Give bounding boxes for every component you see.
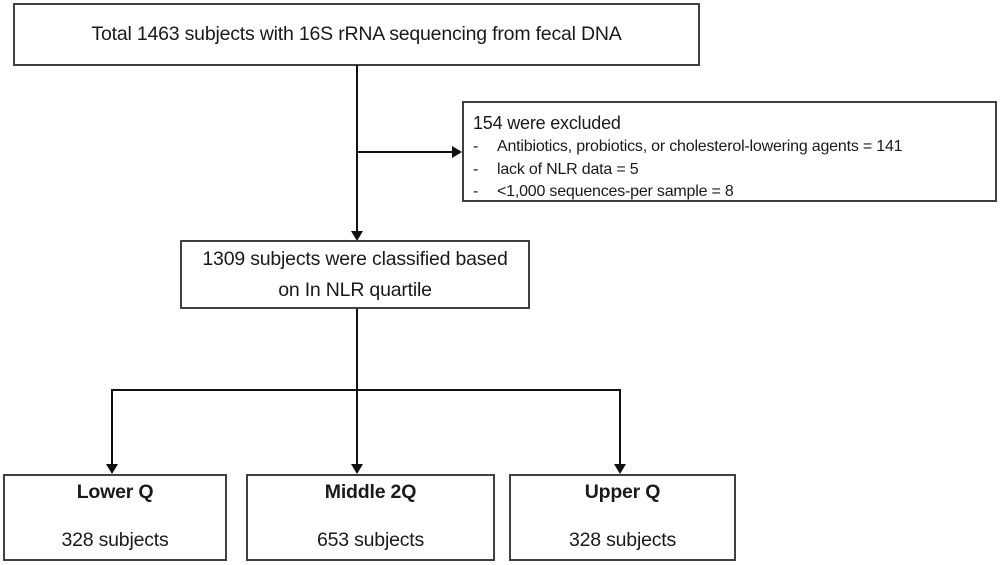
lower-q-count: 328 subjects [61, 529, 169, 551]
excluded-item-text: <1,000 sequences-per sample = 8 [497, 183, 734, 200]
connector-branch-to-lower [111, 389, 113, 464]
upper-q-count: 328 subjects [568, 529, 677, 551]
arrowhead-down-middle-q [351, 464, 363, 474]
excluded-item-bullet: - [473, 138, 479, 155]
total-subjects-box: Total 1463 subjects with 16S rRNA sequen… [13, 3, 700, 66]
excluded-item-text: lack of NLR data = 5 [497, 160, 639, 178]
excluded-item-bullet: - [473, 183, 479, 200]
connector-to-excluded [357, 151, 452, 153]
excluded-item-bullet: - [473, 160, 479, 178]
connector-top-to-classification [356, 65, 358, 231]
middle-2q-box: Middle 2Q 653 subjects [246, 474, 495, 561]
excluded-item: - Antibiotics, probiotics, or cholestero… [473, 136, 985, 159]
connector-classification-to-middle [356, 309, 358, 464]
middle-2q-label: Middle 2Q [324, 481, 417, 503]
classification-text-line2: on In NLR quartile [278, 278, 432, 301]
arrowhead-right-excluded [452, 146, 462, 158]
middle-2q-count: 653 subjects [316, 529, 425, 551]
total-subjects-text: Total 1463 subjects with 16S rRNA sequen… [91, 23, 622, 45]
connector-branch-horizontal [111, 389, 621, 391]
upper-q-label: Upper Q [584, 481, 661, 503]
excluded-item-text: Antibiotics, probiotics, or cholesterol-… [497, 138, 903, 155]
arrowhead-down-upper-q [614, 464, 626, 474]
excluded-item: - lack of NLR data = 5 [473, 159, 985, 182]
lower-q-label: Lower Q [76, 481, 154, 503]
upper-q-box: Upper Q 328 subjects [509, 474, 736, 561]
classification-box: 1309 subjects were classified based on I… [180, 240, 530, 309]
arrowhead-down-lower-q [106, 464, 118, 474]
lower-q-box: Lower Q 328 subjects [3, 474, 227, 561]
excluded-title: 154 were excluded [473, 113, 621, 133]
excluded-item: - <1,000 sequences-per sample = 8 [473, 181, 985, 204]
arrowhead-down-classification [351, 231, 363, 241]
connector-branch-to-upper [619, 389, 621, 464]
classification-text-line1: 1309 subjects were classified based [202, 247, 508, 270]
excluded-box: 154 were excluded - Antibiotics, probiot… [462, 101, 997, 202]
